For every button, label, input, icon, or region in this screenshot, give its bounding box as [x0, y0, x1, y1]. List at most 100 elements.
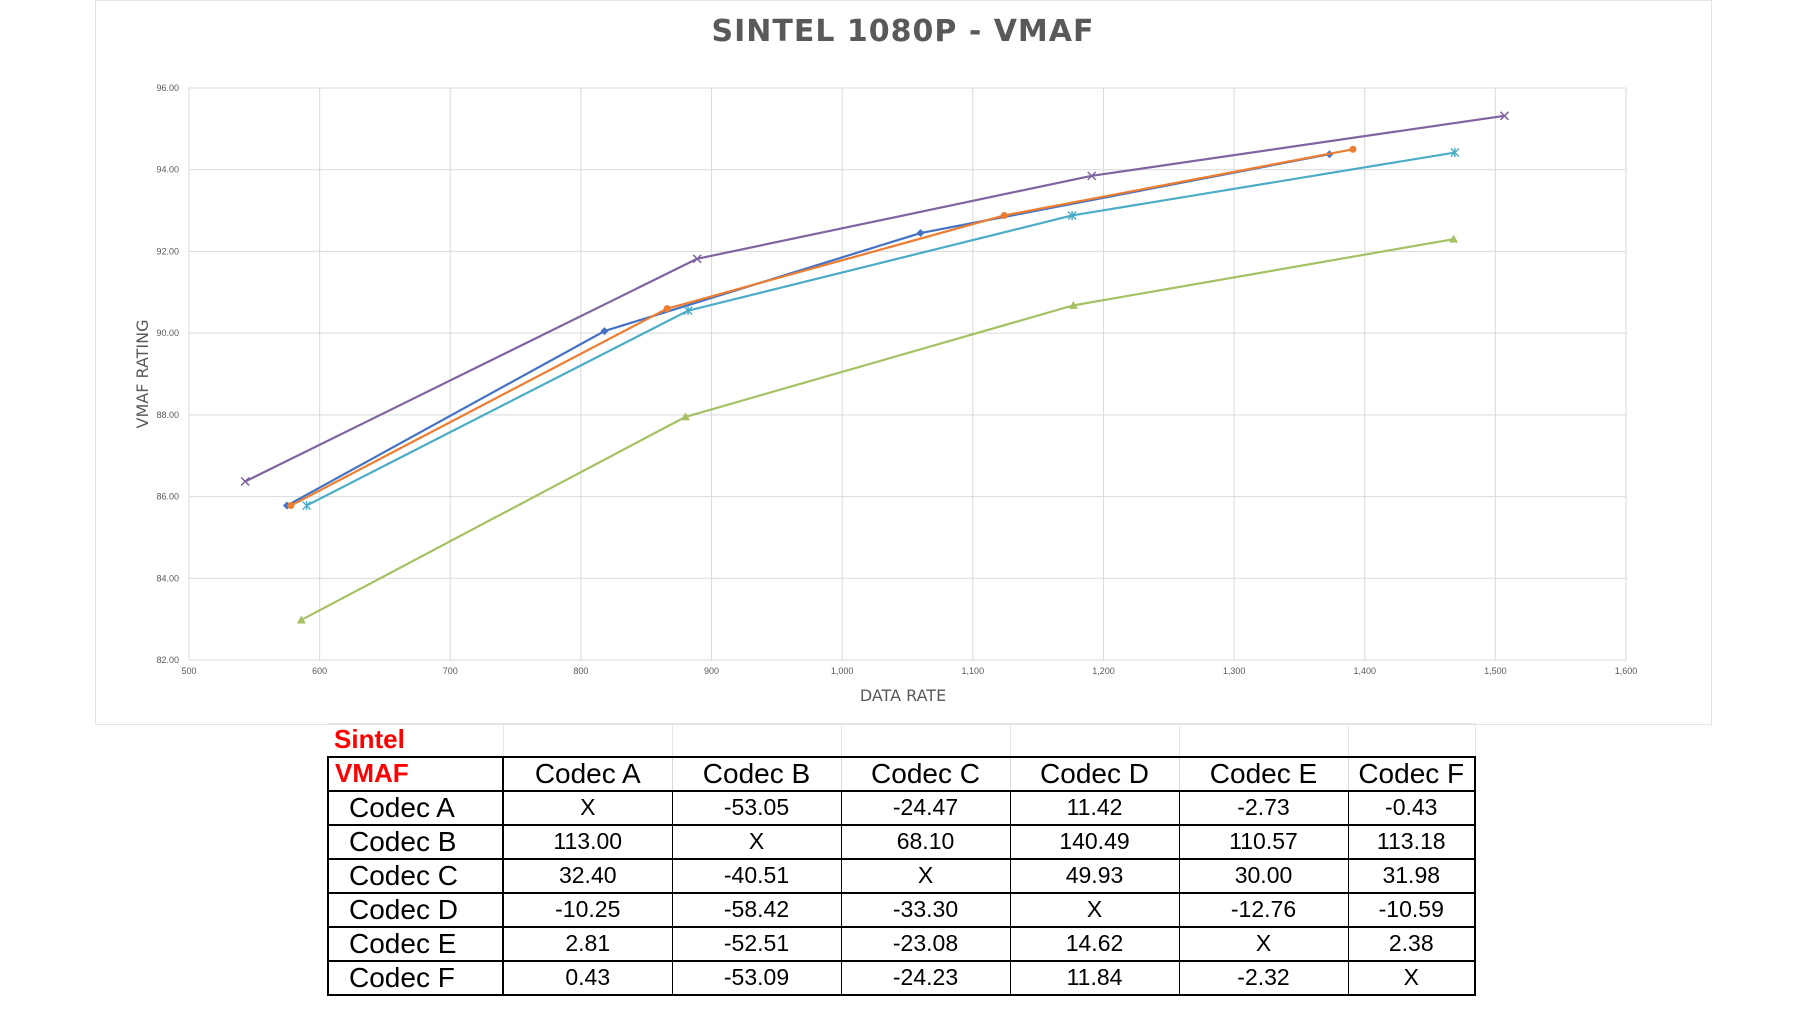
- data-point: [1087, 171, 1097, 181]
- table-cell: -0.43: [1347, 790, 1476, 826]
- empty-cell: [503, 723, 673, 757]
- data-point: [683, 306, 693, 316]
- series-4: [240, 111, 1510, 486]
- series-1: [282, 150, 1334, 510]
- y-tick-label: 84.00: [156, 573, 179, 583]
- column-header: Codec E: [1178, 755, 1349, 792]
- table-cell: X: [502, 790, 673, 826]
- row-header: Codec E: [327, 926, 504, 962]
- row-header: Codec A: [327, 790, 504, 826]
- x-tick-label: 500: [181, 666, 196, 676]
- empty-cell: [1010, 723, 1180, 757]
- row-header: Codec F: [327, 960, 504, 996]
- gridlines: [188, 87, 1627, 661]
- x-tick-label: 600: [312, 666, 327, 676]
- table-cell: -53.09: [671, 960, 842, 996]
- table-row: Codec F 0.43 -53.09 -24.23 11.84 -2.32 X: [327, 960, 1476, 996]
- chart-panel: SINTEL 1080P - VMAF 82.00 84.00 86.00 88.00…: [95, 0, 1712, 725]
- data-point: [287, 502, 295, 510]
- table-cell: -10.25: [502, 892, 673, 928]
- data-point: [1450, 148, 1460, 158]
- row-header: Codec D: [327, 892, 504, 928]
- data-point: [1000, 211, 1008, 219]
- data-point: [1349, 145, 1357, 153]
- y-tick-label: 92.00: [156, 246, 179, 256]
- y-tick-label: 90.00: [156, 328, 179, 338]
- table-cell: -40.51: [671, 858, 842, 894]
- table-cell: -2.73: [1178, 790, 1349, 826]
- data-point: [600, 327, 609, 336]
- x-tick-label: 700: [443, 666, 458, 676]
- series-lines: [240, 111, 1510, 624]
- data-point: [1067, 210, 1077, 220]
- table-row: Codec D -10.25 -58.42 -33.30 X -12.76 -10.59: [327, 892, 1476, 928]
- table-cell: -52.51: [671, 926, 842, 962]
- table-cell: -58.42: [671, 892, 842, 928]
- x-tick-label: 1,400: [1353, 666, 1376, 676]
- tick-labels: 82.00 84.00 86.00 88.00 90.00 92.00 94.00 96.00…: [156, 83, 1637, 676]
- row-header: Codec B: [327, 824, 504, 860]
- y-axis-title: VMAF RATING: [133, 319, 152, 428]
- table-caption-row: Sintel: [328, 723, 1476, 757]
- data-point: [1068, 300, 1078, 309]
- row-header: Codec C: [327, 858, 504, 894]
- series-line: [300, 238, 1454, 621]
- empty-cell: [1179, 723, 1349, 757]
- x-tick-label: 1,600: [1615, 666, 1638, 676]
- table-cell: X: [671, 824, 842, 860]
- data-point: [282, 501, 291, 510]
- table-cell: -53.05: [671, 790, 842, 826]
- table-cell: X: [1178, 926, 1349, 962]
- empty-cell: [1348, 723, 1476, 757]
- series-2: [287, 145, 1357, 510]
- column-header: Codec A: [502, 755, 673, 792]
- x-tick-label: 1,300: [1223, 666, 1246, 676]
- series-line: [244, 114, 1505, 483]
- table-cell: 14.62: [1009, 926, 1180, 962]
- y-tick-label: 82.00: [156, 655, 179, 665]
- chart-title: SINTEL 1080P - VMAF: [712, 14, 1095, 49]
- column-header: Codec C: [840, 755, 1011, 792]
- x-tick-label: 1,100: [962, 666, 985, 676]
- table-row: Codec C 32.40 -40.51 X 49.93 30.00 31.98: [327, 858, 1476, 894]
- table-cell: 31.98: [1347, 858, 1476, 894]
- table-cell: 0.43: [502, 960, 673, 996]
- y-tick-label: 88.00: [156, 410, 179, 420]
- data-point: [1499, 111, 1510, 121]
- series-line: [306, 151, 1456, 507]
- line-chart: SINTEL 1080P - VMAF 82.00 84.00 86.00 88.00…: [133, 14, 1637, 705]
- x-tick-label: 1,500: [1484, 666, 1507, 676]
- y-tick-label: 86.00: [156, 492, 179, 502]
- series-5: [302, 148, 1460, 511]
- table-cell: -24.23: [840, 960, 1011, 996]
- table-cell: 68.10: [840, 824, 1011, 860]
- table-row: Codec A X -53.05 -24.47 11.42 -2.73 -0.43: [327, 790, 1476, 826]
- column-header: Codec B: [671, 755, 842, 792]
- table-cell: -23.08: [840, 926, 1011, 962]
- data-point: [692, 254, 702, 264]
- table-cell: X: [1347, 960, 1476, 996]
- series-line: [290, 148, 1354, 507]
- column-header: Codec D: [1009, 755, 1180, 792]
- y-tick-label: 94.00: [156, 165, 179, 175]
- table-cell: -24.47: [840, 790, 1011, 826]
- data-point: [302, 501, 312, 511]
- data-point: [916, 229, 925, 238]
- x-tick-label: 900: [704, 666, 719, 676]
- table-cell: -10.59: [1347, 892, 1476, 928]
- table-cell: -33.30: [840, 892, 1011, 928]
- table-cell: 11.84: [1009, 960, 1180, 996]
- data-point: [663, 305, 671, 313]
- table-cell: 11.42: [1009, 790, 1180, 826]
- table-cell: -12.76: [1178, 892, 1349, 928]
- table-cell: 2.38: [1347, 926, 1476, 962]
- data-point: [1449, 234, 1459, 243]
- empty-cell: [672, 723, 842, 757]
- series-3: [296, 234, 1459, 624]
- table-cell: 32.40: [502, 858, 673, 894]
- x-axis-title: DATA RATE: [860, 686, 946, 705]
- series-line: [286, 153, 1330, 507]
- comparison-table: Sintel VMAF Codec A Codec B Codec C Codec D Co…: [327, 723, 1476, 996]
